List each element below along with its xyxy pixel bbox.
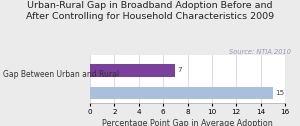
- Bar: [90, 64, 175, 76]
- Text: 15: 15: [274, 90, 284, 96]
- Text: 7: 7: [177, 67, 182, 73]
- Bar: [90, 87, 273, 99]
- X-axis label: Percentage Point Gap in Average Adoption: Percentage Point Gap in Average Adoption: [102, 119, 273, 126]
- Text: Urban-Rural Gap in Broadband Adoption Before and
After Controlling for Household: Urban-Rural Gap in Broadband Adoption Be…: [26, 1, 274, 21]
- Text: Gap Between Urban and Rural: Gap Between Urban and Rural: [3, 70, 119, 79]
- Text: Source: NTIA 2010: Source: NTIA 2010: [229, 49, 291, 55]
